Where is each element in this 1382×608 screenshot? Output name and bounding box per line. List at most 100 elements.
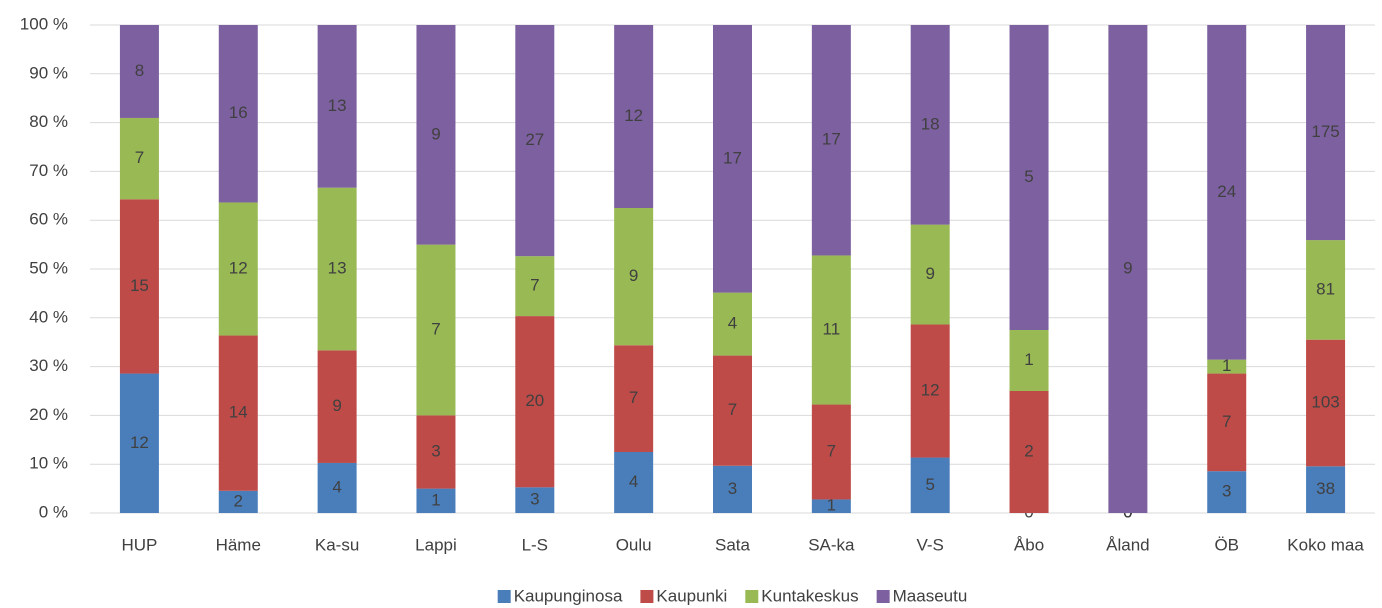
x-tick-label: Oulu — [616, 535, 652, 554]
data-label: 7 — [530, 276, 539, 295]
bar-segment — [811, 499, 851, 513]
bar-segment — [614, 208, 654, 346]
bar-segment — [218, 202, 258, 336]
y-tick-label: 90 % — [29, 63, 68, 82]
x-tick-label: V-S — [916, 535, 943, 554]
y-tick-label: 60 % — [29, 210, 68, 229]
y-tick-label: 50 % — [29, 258, 68, 277]
bar-segment — [515, 256, 555, 317]
x-tick-label: Häme — [216, 535, 261, 554]
bar-segment — [811, 25, 851, 256]
data-label: 4 — [332, 477, 341, 496]
legend-label: Kaupunginosa — [514, 586, 623, 605]
x-tick-label: L-S — [522, 535, 548, 554]
data-label: 1 — [827, 496, 836, 515]
bar-segment — [1009, 25, 1049, 330]
bar-segment — [1207, 471, 1247, 513]
bar-segment — [910, 224, 950, 325]
bar-segment — [416, 415, 456, 489]
bar-segment — [1306, 466, 1346, 513]
data-label: 5 — [1024, 167, 1033, 186]
data-label: 175 — [1311, 122, 1339, 141]
x-tick-label: Lappi — [415, 535, 457, 554]
data-label: 3 — [431, 441, 440, 460]
bar-segment — [713, 465, 752, 513]
bar-segment — [614, 345, 654, 452]
legend-swatch — [745, 590, 759, 603]
data-label: 1 — [1024, 350, 1033, 369]
data-label: 9 — [1123, 258, 1132, 277]
bar-segment — [713, 25, 752, 293]
data-label: 2 — [234, 491, 243, 510]
bar-segment — [910, 457, 950, 513]
bar-segment — [218, 335, 258, 491]
data-label: 103 — [1311, 392, 1339, 411]
bar-segment — [119, 373, 159, 513]
y-tick-label: 70 % — [29, 161, 68, 180]
legend-swatch — [640, 590, 654, 603]
bar-segment — [119, 25, 159, 118]
data-label: 13 — [328, 258, 347, 277]
bar-segment — [1306, 339, 1346, 467]
data-label: 3 — [728, 479, 737, 498]
bar-segment — [1009, 391, 1049, 513]
data-label: 24 — [1217, 182, 1236, 201]
x-tick-label: SA-ka — [808, 535, 855, 554]
x-tick-label: Åland — [1106, 535, 1149, 554]
legend-label: Kuntakeskus — [761, 586, 858, 605]
bar-segment — [811, 404, 851, 500]
data-label: 7 — [431, 319, 440, 338]
y-tick-label: 10 % — [29, 454, 68, 473]
bar-segment — [317, 350, 357, 463]
data-label: 7 — [728, 400, 737, 419]
data-label: 7 — [827, 441, 836, 460]
data-label: 1 — [1222, 356, 1231, 375]
y-tick-label: 0 % — [39, 502, 68, 521]
y-tick-label: 20 % — [29, 405, 68, 424]
x-tick-label: Koko maa — [1287, 535, 1364, 554]
data-label: 18 — [921, 114, 940, 133]
data-label: 81 — [1316, 279, 1335, 298]
data-label: 3 — [530, 490, 539, 509]
bar-segment — [218, 490, 258, 513]
data-label: 1 — [431, 490, 440, 509]
bar-segment — [416, 25, 456, 245]
y-tick-label: 100 % — [20, 14, 68, 33]
bar-segment — [515, 316, 555, 488]
bar-segment — [515, 487, 555, 513]
data-label: 4 — [728, 314, 737, 333]
bar-segment — [713, 355, 752, 466]
bar-segment — [1009, 330, 1049, 391]
bar-segment — [416, 488, 456, 513]
bar-segment — [119, 117, 159, 200]
bar-segment — [910, 324, 950, 458]
x-tick-label: Sata — [715, 535, 751, 554]
bar-segment — [614, 452, 654, 513]
data-label: 2 — [1024, 441, 1033, 460]
data-label: 27 — [525, 130, 544, 149]
bar-segment — [1306, 240, 1346, 340]
data-label: 17 — [723, 148, 742, 167]
data-label: 7 — [629, 388, 638, 407]
data-label: 8 — [135, 61, 144, 80]
data-label: 3 — [1222, 482, 1231, 501]
data-label: 11 — [823, 319, 841, 338]
bar-segment — [1207, 359, 1247, 374]
data-label: 9 — [925, 264, 934, 283]
bar-segment — [1207, 373, 1247, 472]
bar-segment — [317, 187, 357, 351]
data-label: 12 — [130, 433, 149, 452]
bar-segment — [515, 25, 555, 257]
data-label: 14 — [229, 403, 248, 422]
bar-segment — [713, 292, 752, 356]
bar-segment — [1306, 25, 1346, 241]
bar-segment — [1108, 25, 1148, 513]
x-tick-label: Åbo — [1014, 535, 1044, 554]
y-tick-label: 30 % — [29, 356, 68, 375]
legend-label: Maaseutu — [893, 586, 968, 605]
bar-segment — [218, 25, 258, 203]
legend-swatch — [876, 590, 890, 603]
bar-segment — [811, 255, 851, 405]
data-label: 13 — [328, 96, 347, 115]
